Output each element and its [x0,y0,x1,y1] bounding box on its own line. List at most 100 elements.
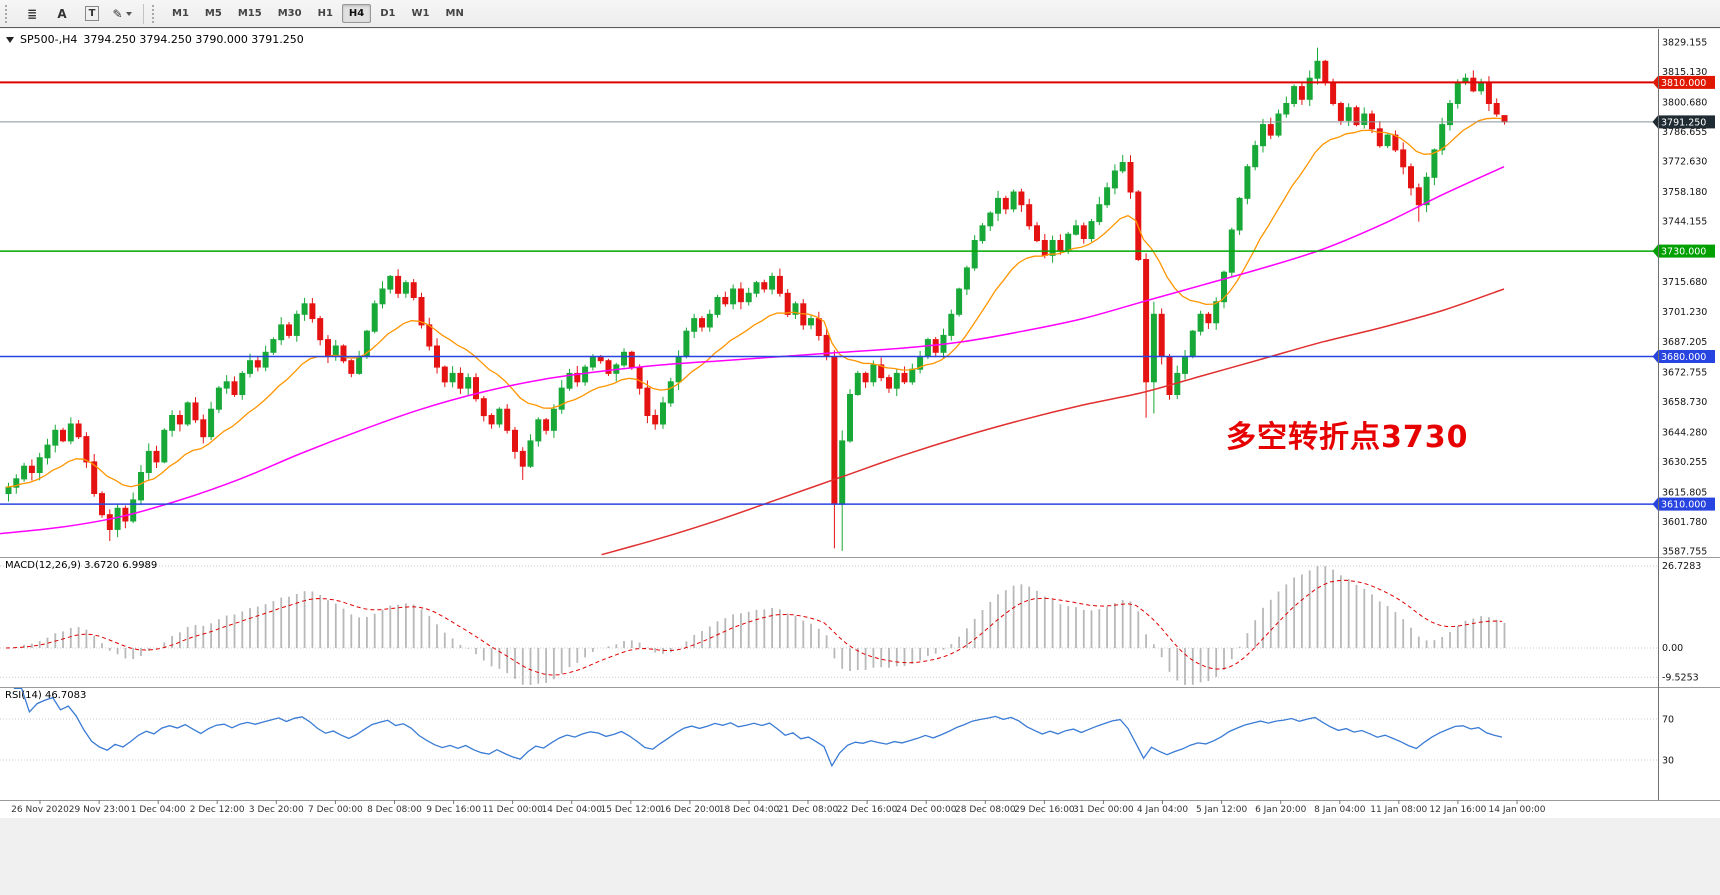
macd-signal-line [5,579,1503,676]
time-axis-label: 4 Jan 04:00 [1137,805,1189,815]
timeframe-button-h1[interactable]: H1 [317,8,333,19]
rsi-line [13,687,1503,768]
timeframe-button-h4[interactable]: H4 [341,4,372,23]
price-axis-label: 3601.780 [1662,517,1707,528]
time-axis-label: 1 Dec 04:00 [131,805,186,815]
price-axis-label: 3701.230 [1662,307,1707,318]
timeframe-button-d1[interactable]: D1 [380,8,396,19]
time-axis-label: 6 Jan 20:00 [1255,805,1307,815]
level-lines [0,81,1658,505]
price-tag-arrow [1652,244,1658,258]
charts-list-icon[interactable]: ≣ [26,6,38,21]
macd-axis-label: -9.5253 [1662,672,1699,683]
toolbar-grip[interactable] [152,4,159,23]
price-axis-label: 3687.205 [1662,337,1707,348]
macd-indicator-label: MACD(12,26,9) 3.6720 6.9989 [5,560,158,571]
price-axis-label: 3644.280 [1662,427,1707,438]
symbol-collapse-icon[interactable] [6,36,14,43]
price-tag [1658,244,1715,258]
rsi-axis-label: 30 [1662,756,1674,767]
chart-symbol-timeframe: SP500-,H4 [20,33,78,46]
price-tag [1658,115,1715,129]
macd-axis-label: 26.7283 [1662,561,1701,572]
time-axis-label: 11 Dec 00:00 [482,805,543,815]
price-tag-arrow [1652,75,1658,89]
price-axis: 3829.155 3815.130 3800.680 3786.655 3772.630… [1652,38,1715,558]
top-toolbar: ≣ A T ✎ M1 M5 M15 M30 H1 H4 D1 W1 MN [0,0,1720,28]
rsi-indicator-label: RSI(14) 46.7083 [5,690,87,701]
toolbar-grip[interactable] [5,4,12,23]
text-tool-icon[interactable]: T [78,3,106,25]
price-axis-label: 3829.155 [1662,38,1707,49]
ma-slow-line [601,288,1505,556]
time-axis-label: 7 Dec 00:00 [308,805,363,815]
timeframe-button-m30[interactable]: M30 [277,8,302,19]
rsi-panel: 70 30 [0,687,1674,768]
price-axis-label: 3786.655 [1662,127,1707,138]
time-axis-label: 11 Jan 08:00 [1370,805,1427,815]
time-axis-label: 8 Dec 08:00 [367,805,422,815]
time-axis-label: 18 Dec 04:00 [719,805,780,815]
price-tag [1658,497,1715,511]
price-tag-label: 3810.000 [1661,78,1706,89]
cursor-a-icon[interactable]: A [57,6,67,21]
price-tag-arrow [1652,497,1658,511]
price-axis-label: 3587.755 [1662,547,1707,558]
price-tag-label: 3610.000 [1661,500,1706,511]
rsi-axis-label: 70 [1662,715,1674,726]
price-axis-label: 3772.630 [1662,157,1707,168]
time-axis-label: 15 Dec 12:00 [601,805,662,815]
time-axis-label: 14 Jan 00:00 [1489,805,1546,815]
timeframe-button-m5[interactable]: M5 [204,8,222,19]
time-axis-label: 28 Dec 08:00 [955,805,1016,815]
macd-axis-label: 0.00 [1662,643,1683,654]
price-tag-label: 3680.000 [1661,352,1706,363]
time-axis-label: 16 Dec 20:00 [660,805,721,815]
candlesticks [5,47,1508,551]
timeframe-button-m1[interactable]: M1 [172,8,189,19]
draw-tools-icon[interactable]: ✎ [108,3,136,25]
ma-mid-line [0,166,1505,535]
timeframe-button-m15[interactable]: M15 [237,8,262,19]
time-axis-label: 9 Dec 16:00 [426,805,481,815]
annotation-text[interactable]: 多空转折点3730 [1226,420,1469,455]
timeframe-group: M1 M5 M15 M30 H1 H4 D1 W1 MN [164,4,472,23]
price-axis-label: 3630.255 [1662,457,1707,468]
price-axis-label: 3800.680 [1662,98,1707,109]
price-axis-label: 3615.805 [1662,487,1707,498]
time-axis-label: 12 Jan 16:00 [1429,805,1486,815]
price-tag-label: 3791.250 [1661,117,1706,128]
time-axis-label: 22 Dec 16:00 [837,805,898,815]
price-axis-label: 3715.680 [1662,277,1707,288]
ma-fast-line [5,117,1503,488]
time-axis-label: 26 Nov 2020 [11,805,69,815]
chart-ohlc-values: 3794.250 3794.250 3790.000 3791.250 [83,33,304,46]
price-axis-label: 3672.755 [1662,367,1707,378]
time-axis-label: 21 Dec 08:00 [778,805,839,815]
price-axis-label: 3815.130 [1662,67,1707,78]
time-axis-label: 29 Nov 23:00 [69,805,130,815]
price-axis-label: 3658.730 [1662,397,1707,408]
chevron-down-icon [125,11,132,16]
price-axis-label: 3758.180 [1662,187,1707,198]
time-axis-label: 14 Dec 04:00 [541,805,602,815]
price-tag-arrow [1652,115,1658,129]
toolbar-separator [143,3,144,24]
chart-canvas[interactable]: 3829.155 3815.130 3800.680 3786.655 3772.630… [0,29,1720,895]
time-axis-label: 31 Dec 00:00 [1073,805,1134,815]
timeframe-button-w1[interactable]: W1 [411,8,430,19]
time-axis-label: 24 Dec 00:00 [896,805,957,815]
price-tag [1658,350,1715,363]
time-axis-label: 29 Dec 16:00 [1014,805,1075,815]
timeframe-button-mn[interactable]: MN [445,8,464,19]
price-axis-label: 3744.155 [1662,217,1707,228]
price-tag [1658,75,1715,89]
time-axis-label: 2 Dec 12:00 [190,805,245,815]
time-axis-label: 3 Dec 20:00 [249,805,304,815]
moving-averages [0,117,1505,556]
price-tag-label: 3730.000 [1661,247,1706,258]
macd-panel: 26.7283 0.00 -9.5253 [0,561,1701,685]
tool-button-group: ≣ A T ✎ [17,3,137,25]
price-tag-arrow [1652,350,1658,363]
time-axis-label: 5 Jan 12:00 [1196,805,1248,815]
